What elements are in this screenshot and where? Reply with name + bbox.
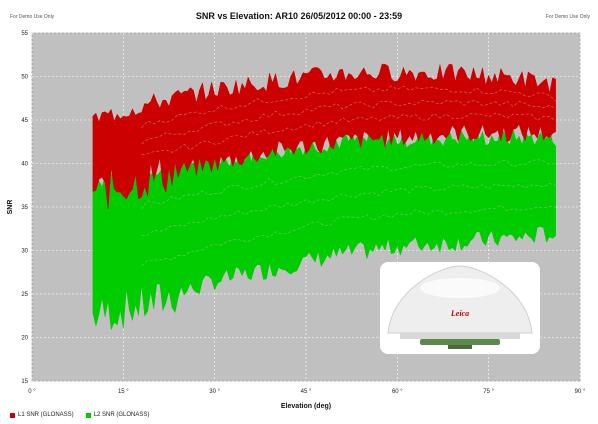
band-texture: [141, 159, 556, 210]
legend-item-l1: L1 SNR (GLONASS): [10, 412, 74, 418]
legend-label-l2: L2 SNR (GLONASS): [93, 412, 150, 418]
y-tick-labels: 15 20 25 30 35 40 45 50 55: [21, 31, 28, 385]
band-texture: [141, 99, 556, 145]
y-tick-label: 50: [21, 75, 28, 81]
y-tick-label: 25: [21, 292, 28, 298]
y-tick-label: 40: [21, 162, 28, 168]
x-tick-label: 45 °: [301, 389, 312, 395]
y-tick-label: 55: [21, 31, 28, 37]
y-tick-label: 20: [21, 336, 28, 342]
y-tick-label: 35: [21, 205, 28, 211]
legend-item-l2: L2 SNR (GLONASS): [85, 412, 150, 418]
legend-swatch-l1: [10, 412, 15, 418]
x-axis-label: Elevation (deg): [281, 403, 331, 410]
band-texture: [141, 112, 556, 156]
legend: L1 SNR (GLONASS) L2 SNR (GLONASS): [10, 412, 149, 418]
demo-note-left: For Demo Use Only: [10, 14, 55, 20]
data-bands: [92, 63, 556, 330]
legend-swatch-l2: [85, 412, 91, 418]
x-tick-labels: 0 ° 15 ° 30 ° 45 ° 60 ° 75 ° 90 °: [28, 389, 586, 395]
band-texture: [141, 183, 556, 237]
x-tick-label: 60 °: [392, 389, 403, 395]
demo-note-right: For Demo Use Only: [545, 14, 590, 20]
x-tick-label: 15 °: [118, 389, 129, 395]
antenna-brand-logo: Leica: [450, 309, 469, 318]
x-tick-label: 0 °: [28, 389, 36, 395]
chart-title: SNR vs Elevation: AR10 26/05/2012 00:00 …: [195, 11, 403, 21]
x-tick-label: 90 °: [575, 389, 586, 395]
x-tick-label: 30 °: [209, 389, 220, 395]
y-tick-label: 15: [21, 379, 28, 385]
y-tick-label: 45: [21, 118, 28, 124]
series-l1-snr-band: [92, 63, 556, 209]
gnss-antenna-icon: Leica: [380, 262, 540, 354]
x-tick-label: 75 °: [483, 389, 494, 395]
y-tick-label: 30: [21, 249, 28, 255]
legend-label-l1: L1 SNR (GLONASS): [18, 412, 74, 418]
band-texture: [141, 85, 556, 129]
y-axis-label: SNR: [7, 200, 14, 215]
band-texture: [141, 204, 556, 267]
